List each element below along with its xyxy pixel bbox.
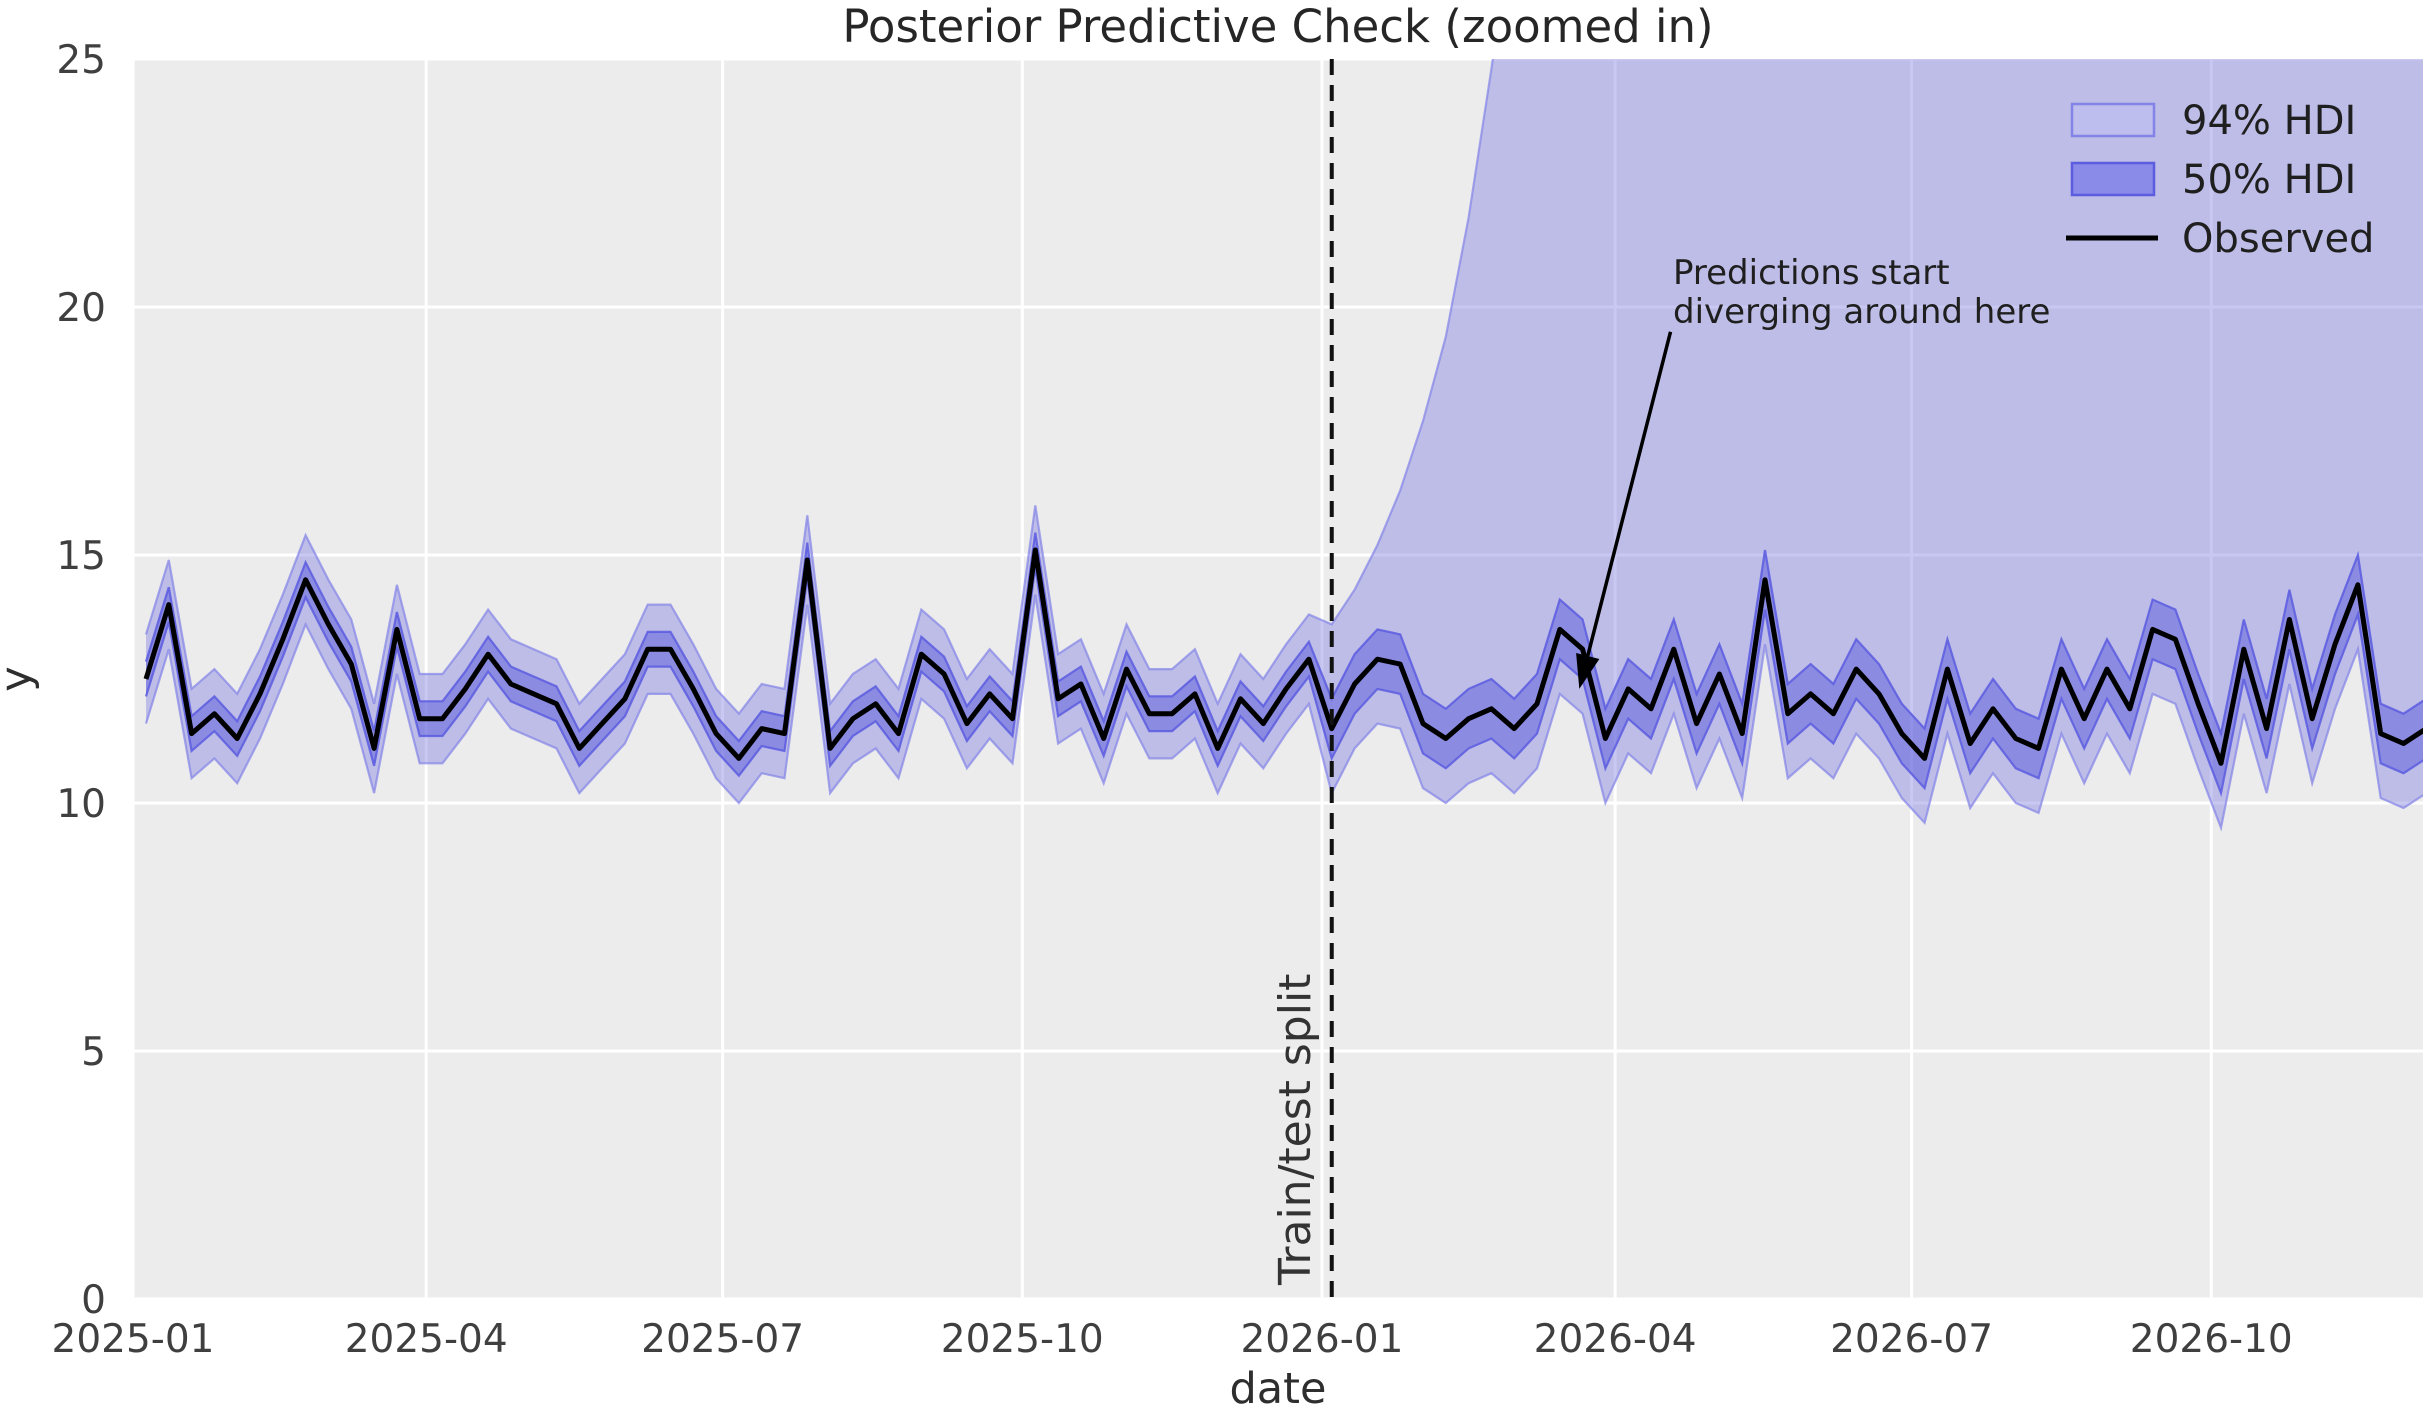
x-tick-label: 2025-10 <box>941 1317 1104 1362</box>
x-tick-label: 2025-01 <box>52 1317 215 1362</box>
y-tick-label: 0 <box>81 1278 106 1323</box>
x-tick-label: 2026-07 <box>1830 1317 1993 1362</box>
hdi-band-edge <box>144 567 2423 798</box>
x-tick-label: 2026-04 <box>1534 1317 1697 1362</box>
x-tick-label: 2025-07 <box>641 1317 804 1362</box>
legend-label-observed: Observed <box>2182 216 2374 262</box>
y-tick-label: 15 <box>56 534 106 579</box>
annotation-text-line2: diverging around here <box>1673 292 2050 332</box>
plot-area <box>131 57 2423 1301</box>
annotation-text-line1: Predictions start <box>1673 253 1950 293</box>
y-tick-label: 25 <box>56 38 106 83</box>
divergence-annotation: Predictions start diverging around here <box>1576 253 2050 689</box>
x-axis-label: date <box>1230 1364 1327 1414</box>
arrow-head <box>1576 653 1600 689</box>
y-tick-label: 5 <box>81 1030 106 1075</box>
legend-label-94hdi: 94% HDI <box>2182 98 2356 144</box>
arrow-shaft <box>1584 331 1673 663</box>
observed-line <box>143 547 2423 766</box>
x-tick-label: 2026-10 <box>2130 1317 2293 1362</box>
y-axis-label: y <box>0 666 41 691</box>
train-test-split-label: Train/test split <box>1270 974 1321 1286</box>
annotation-arrow <box>1576 331 1673 689</box>
hdi-band <box>146 59 2423 828</box>
hdi-band-edge <box>144 532 2423 743</box>
tick-labels: 0 5 10 15 20 25 2025-01 2025-04 2025-07 2025-10 20… <box>52 38 2293 1362</box>
y-tick-label: 10 <box>56 782 106 827</box>
hdi-band-edge <box>144 594 2423 832</box>
x-tick-label: 2026-01 <box>1240 1317 1403 1362</box>
legend-label-50hdi: 50% HDI <box>2182 157 2356 203</box>
legend-swatch-50hdi-border <box>2070 161 2156 197</box>
legend-swatch-94hdi-border <box>2070 102 2156 138</box>
legend: 94% HDI 50% HDI Observed <box>2066 98 2374 262</box>
chart-title: Posterior Predictive Check (zoomed in) <box>842 0 1713 53</box>
hdi-band-edge <box>144 59 1494 716</box>
y-tick-label: 20 <box>56 286 106 331</box>
x-tick-label: 2025-04 <box>345 1317 508 1362</box>
legend-swatch-50hdi <box>2072 163 2154 195</box>
legend-swatch-94hdi <box>2072 104 2154 136</box>
